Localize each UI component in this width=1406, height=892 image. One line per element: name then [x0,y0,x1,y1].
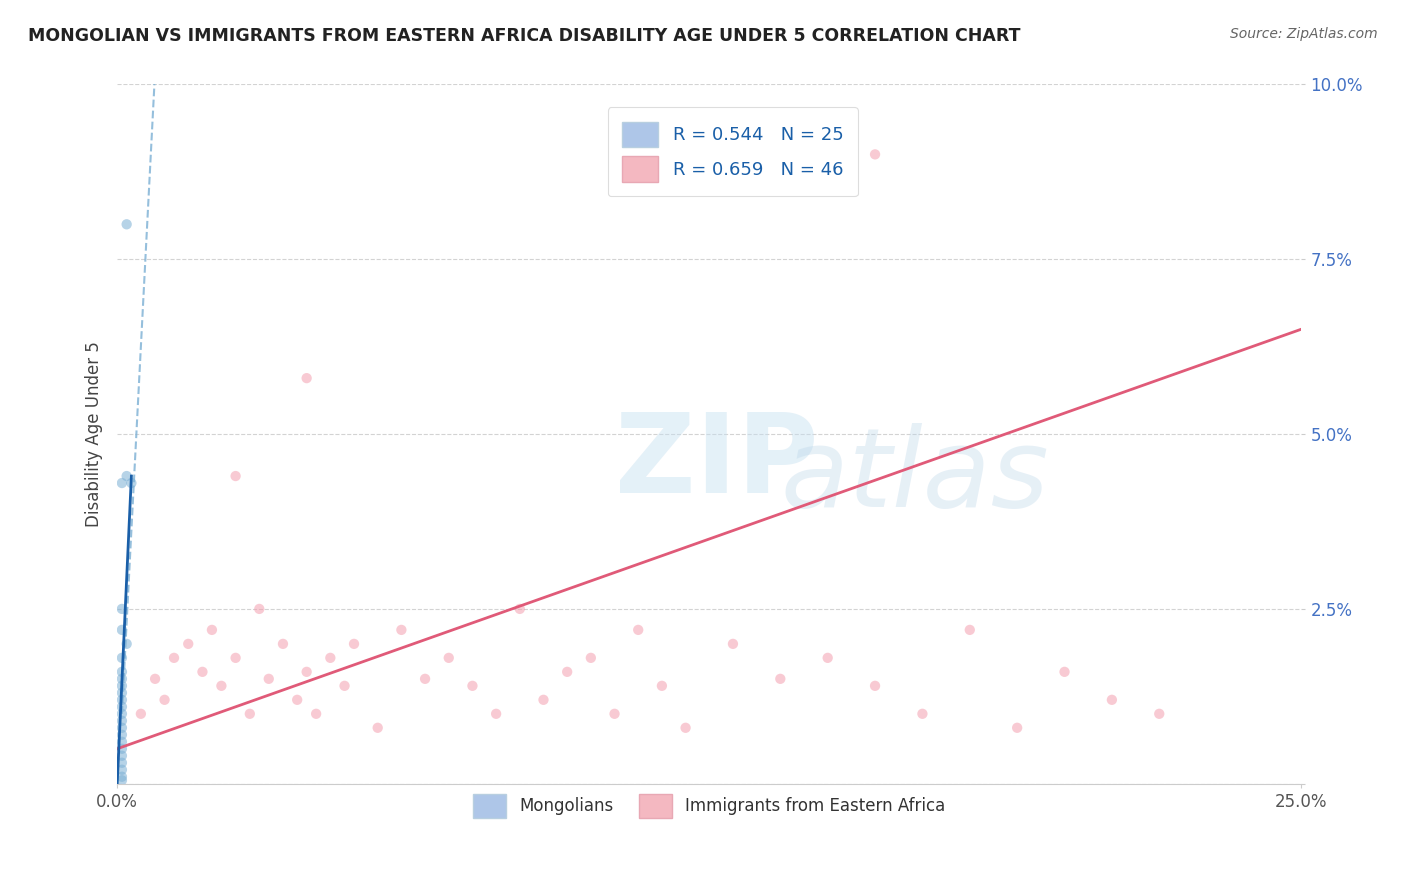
Point [271,637,294,651]
Point [120,476,142,491]
Point [191,665,214,679]
Point [111,699,134,714]
Point [115,637,138,651]
Point [911,706,934,721]
Point [247,602,270,616]
Point [111,728,134,742]
Point [295,371,318,385]
Point [1149,706,1171,721]
Point [319,651,342,665]
Point [111,763,134,777]
Point [295,665,318,679]
Point [413,672,436,686]
Point [257,672,280,686]
Point [163,651,186,665]
Point [1005,721,1028,735]
Point [959,623,981,637]
Point [115,217,138,231]
Point [111,770,134,784]
Point [111,686,134,700]
Point [555,665,578,679]
Point [111,741,134,756]
Text: Source: ZipAtlas.com: Source: ZipAtlas.com [1230,27,1378,41]
Point [239,706,262,721]
Point [343,637,366,651]
Point [111,672,134,686]
Point [153,693,176,707]
Point [111,714,134,728]
Point [111,721,134,735]
Point [111,756,134,770]
Point [1101,693,1123,707]
Point [115,469,138,483]
Point [769,672,792,686]
Point [111,623,134,637]
Point [1053,665,1076,679]
Point [603,706,626,721]
Point [111,679,134,693]
Point [461,679,484,693]
Text: MONGOLIAN VS IMMIGRANTS FROM EASTERN AFRICA DISABILITY AGE UNDER 5 CORRELATION C: MONGOLIAN VS IMMIGRANTS FROM EASTERN AFR… [28,27,1021,45]
Point [111,735,134,749]
Point [209,679,232,693]
Point [367,721,389,735]
Point [579,651,602,665]
Point [651,679,673,693]
Point [863,147,886,161]
Point [627,623,650,637]
Point [721,637,744,651]
Point [143,672,166,686]
Point [389,623,412,637]
Point [111,665,134,679]
Point [333,679,356,693]
Point [817,651,839,665]
Point [863,679,886,693]
Point [111,476,134,491]
Point [305,706,328,721]
Text: atlas: atlas [780,423,1049,530]
Point [177,637,200,651]
Y-axis label: Disability Age Under 5: Disability Age Under 5 [86,341,103,527]
Point [111,748,134,763]
Point [485,706,508,721]
Point [225,469,247,483]
Point [111,693,134,707]
Point [225,651,247,665]
Point [111,651,134,665]
Point [129,706,152,721]
Legend: Mongolians, Immigrants from Eastern Africa: Mongolians, Immigrants from Eastern Afri… [467,788,952,824]
Point [675,721,697,735]
Point [533,693,555,707]
Point [111,773,134,788]
Point [285,693,308,707]
Point [201,623,224,637]
Point [111,602,134,616]
Point [509,602,531,616]
Point [437,651,460,665]
Text: ZIP: ZIP [614,409,818,516]
Point [111,706,134,721]
